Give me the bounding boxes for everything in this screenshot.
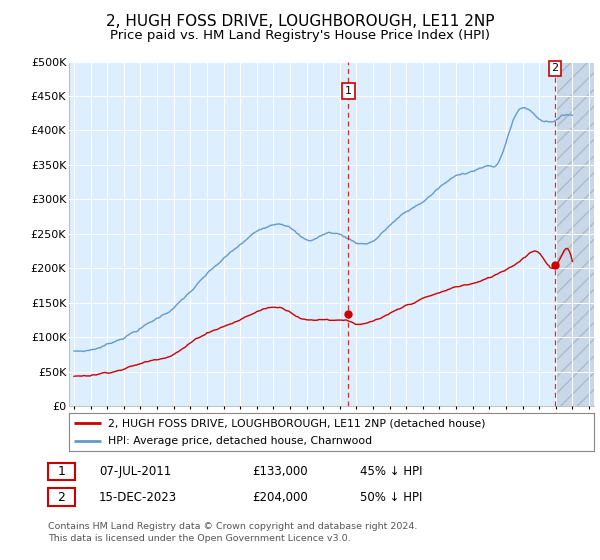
- Text: 2, HUGH FOSS DRIVE, LOUGHBOROUGH, LE11 2NP: 2, HUGH FOSS DRIVE, LOUGHBOROUGH, LE11 2…: [106, 14, 494, 29]
- Text: 1: 1: [58, 465, 65, 478]
- Text: £204,000: £204,000: [252, 491, 308, 504]
- Text: 2: 2: [58, 491, 65, 504]
- Text: 1: 1: [345, 86, 352, 96]
- Text: 07-JUL-2011: 07-JUL-2011: [99, 465, 171, 478]
- Text: 2, HUGH FOSS DRIVE, LOUGHBOROUGH, LE11 2NP (detached house): 2, HUGH FOSS DRIVE, LOUGHBOROUGH, LE11 2…: [109, 418, 486, 428]
- Text: Contains HM Land Registry data © Crown copyright and database right 2024.
This d: Contains HM Land Registry data © Crown c…: [48, 522, 418, 543]
- Text: £133,000: £133,000: [252, 465, 308, 478]
- Text: Price paid vs. HM Land Registry's House Price Index (HPI): Price paid vs. HM Land Registry's House …: [110, 29, 490, 42]
- Text: 50% ↓ HPI: 50% ↓ HPI: [360, 491, 422, 504]
- Text: HPI: Average price, detached house, Charnwood: HPI: Average price, detached house, Char…: [109, 436, 373, 446]
- Text: 15-DEC-2023: 15-DEC-2023: [99, 491, 177, 504]
- Text: 2: 2: [551, 63, 559, 73]
- Bar: [556, 62, 594, 406]
- Text: 45% ↓ HPI: 45% ↓ HPI: [360, 465, 422, 478]
